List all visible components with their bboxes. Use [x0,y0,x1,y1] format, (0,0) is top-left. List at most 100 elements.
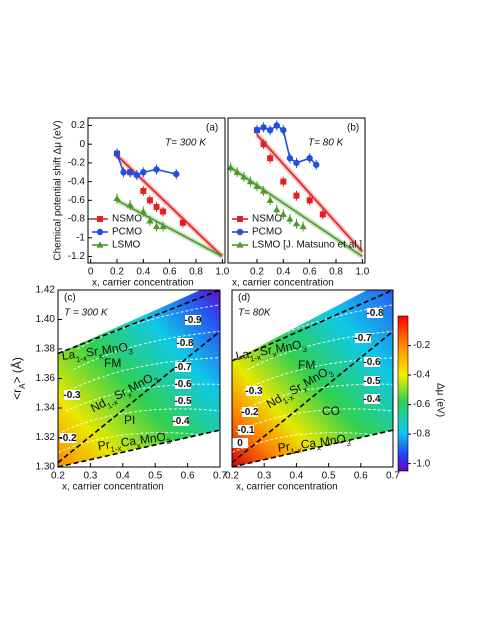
y-tick-label: -1.2 [68,251,86,262]
contour-label-box [175,362,191,372]
data-point [280,126,287,134]
x-tick-label: 0.6 [354,471,368,482]
region-label: FM [298,358,315,372]
contour-label-box [242,407,258,417]
contour-label-box [60,433,76,443]
contour-label: -0.9 [184,315,202,326]
x-tick-label: 0.4 [289,471,303,482]
contour-label: -0.2 [241,407,259,418]
data-point [286,215,294,222]
text-part: <r [10,389,24,400]
panel-label: (c) [64,293,76,304]
x-tick-label: 0.4 [116,471,130,482]
contour-label: -0.2 [59,433,77,444]
text-part: Pr [97,438,111,454]
contour-line [61,408,221,433]
data-point [286,155,294,162]
text-part: 3 [128,347,134,357]
text-part: Nd [264,392,284,412]
data-point [253,182,261,189]
plot-frame [231,289,394,468]
legend-label: LSMO [112,240,141,251]
data-point [293,192,300,199]
legend-marker [96,228,104,236]
x-tick-label: 1.0 [355,267,369,278]
x-tick-label: 0 [88,267,94,278]
text-part: Ca [120,434,137,450]
region-label: La1-xSrxMnO3 [61,339,134,365]
contour-label: -0.3 [245,386,263,397]
text-part: x [301,384,309,394]
contour-label-box [364,376,380,386]
legend-marker [237,216,243,222]
text-part: x [316,443,321,452]
text-part: MnO [139,430,167,447]
text-part: 3 [301,344,307,354]
contour-label: -0.8 [176,338,194,349]
data-point [153,166,160,173]
x-tick-label: 0.8 [329,267,343,278]
y-axis-label: Chemical potential shift Δμ (eV) [53,120,64,260]
text-part: 3 [166,436,172,446]
colorbar [397,315,409,472]
colorbar-tick-label: -0.4 [413,370,431,381]
x-tick-label: 0.7 [386,471,400,482]
x-tick-label: 0.6 [181,471,195,482]
text-part: FM [298,358,315,372]
legend-marker [97,216,103,222]
contour-label: -0.8 [366,308,384,319]
panel-label: (a) [206,123,218,134]
panel-label: (d) [238,293,250,304]
text-part: MnO [275,338,303,356]
x-tick-label: 0.5 [148,471,162,482]
data-point [139,207,147,215]
contour-line [254,277,394,329]
boundary-line [57,289,221,355]
data-point [279,210,287,217]
fit-line [256,134,363,253]
text-part: MnO [101,340,129,357]
text-part: Ca [300,436,317,452]
colorbar-tick-label: -0.8 [413,429,431,440]
data-point [146,197,153,204]
region-label: Pr1-xCaxMnO3 [97,429,172,456]
text-part: x [98,351,103,360]
x-axis-label: x, carrier concentration [62,482,164,493]
contour-label: -0.5 [174,396,192,407]
contour-line [231,432,394,453]
y-tick-label: -1 [76,232,85,243]
text-part: x [272,350,278,360]
fit-line [116,199,223,258]
contour-label-box [175,379,191,389]
text-part: Sr [85,344,99,360]
data-point [266,196,274,203]
text-part: 1-x [249,352,262,363]
y-axis-label: <rA> (Å) [9,357,26,400]
legend-label: LSMO [J. Matsuno et al.] [252,240,362,251]
x-tick-label: 0.7 [213,471,227,482]
data-point [152,222,161,230]
x-axis-label: x, carrier concentration [236,482,338,493]
temperature-label: T= 300 K [165,138,207,149]
contour-label-box [232,438,248,448]
data-point [259,187,268,194]
contour-label: -0.5 [363,376,381,387]
contour-label: -0.4 [363,394,381,405]
x-tick-label: 0.6 [163,267,177,278]
contour-label-box [238,425,254,435]
temperature-label: T= 80 K [308,138,345,149]
fit-line [116,154,223,258]
contour-line [77,304,221,350]
boundary-line [57,429,221,468]
data-point [113,194,121,202]
data-point [266,126,274,134]
legend-marker [236,241,244,248]
data-point [313,161,320,168]
data-point [273,206,281,213]
data-point [153,203,160,210]
legend-label: NSMO [112,214,142,225]
data-point [140,169,147,176]
y-tick-label: -0.8 [68,214,86,225]
y-tick-label: 1.32 [36,432,56,443]
contour-line [73,330,221,371]
